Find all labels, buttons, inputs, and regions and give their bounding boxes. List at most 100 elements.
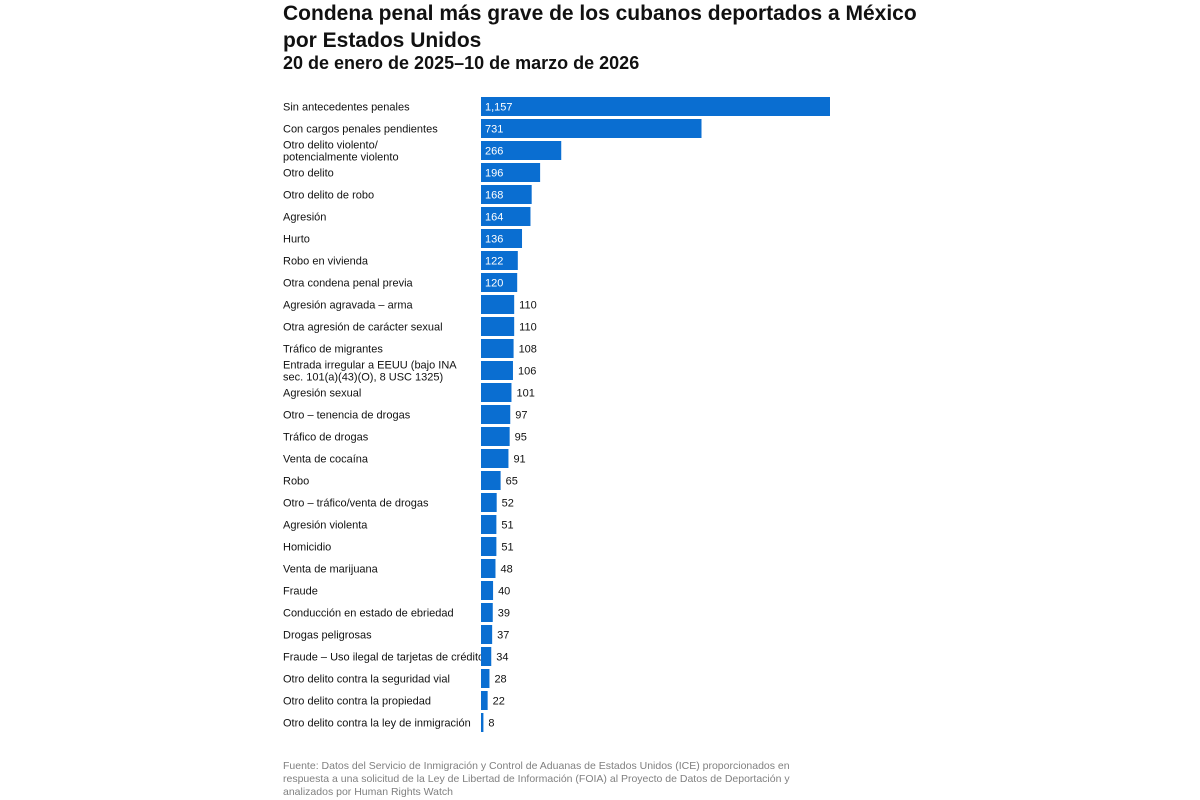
bar: [481, 295, 515, 314]
bar: [481, 185, 532, 204]
source-note: Fuente: Datos del Servicio de Inmigració…: [283, 760, 790, 798]
category-label: Otro – tenencia de drogas: [283, 410, 411, 422]
category-label: Agresión: [283, 212, 326, 224]
category-label: Agresión agravada – arma: [283, 300, 414, 312]
category-label: Agresión violenta: [283, 520, 368, 532]
bar: [481, 669, 490, 688]
bar: [481, 273, 518, 292]
bar: [481, 361, 513, 380]
category-label: Tráfico de migrantes: [283, 344, 383, 356]
value-label: 266: [485, 146, 503, 158]
chart-title: Condena penal más grave de los cubanos d…: [283, 2, 917, 52]
bar: [481, 339, 514, 358]
category-label: Drogas peligrosas: [283, 630, 372, 642]
category-label: Otro – tráfico/venta de drogas: [283, 498, 429, 510]
value-label: 28: [494, 674, 506, 686]
category-label: Fraude – Uso ilegal de tarjetas de crédi…: [283, 652, 484, 664]
category-label-line: Otro – tenencia de drogas: [283, 410, 411, 422]
category-label: Homicidio: [283, 542, 331, 554]
category-label-line: Homicidio: [283, 542, 331, 554]
bar: [481, 537, 497, 556]
value-label: 8: [488, 718, 494, 730]
bar: [481, 515, 497, 534]
category-label-line: Fraude: [283, 586, 318, 598]
bar: [481, 647, 492, 666]
bar: [481, 163, 541, 182]
category-label-line: Otra condena penal previa: [283, 278, 414, 290]
value-label: 164: [485, 212, 503, 224]
bar: [481, 383, 512, 402]
category-label-line: Hurto: [283, 234, 310, 246]
category-label: Conducción en estado de ebriedad: [283, 608, 454, 620]
category-label-line: Drogas peligrosas: [283, 630, 372, 642]
category-label-line: Agresión violenta: [283, 520, 368, 532]
category-label: Otro delito contra la ley de inmigración: [283, 718, 471, 730]
category-label: Tráfico de drogas: [283, 432, 369, 444]
category-label: Entrada irregular a EEUU (bajo INA sec. 1…: [283, 360, 457, 384]
category-label: Venta de cocaína: [283, 454, 369, 466]
chart-subtitle: 20 de enero de 2025–10 de marzo de 2026: [283, 53, 640, 73]
category-label-line: Con cargos penales pendientes: [283, 124, 438, 136]
bar: [481, 251, 518, 270]
category-label: Con cargos penales pendientes: [283, 124, 438, 136]
value-label: 91: [513, 454, 525, 466]
category-label-line: Venta de marijuana: [283, 564, 379, 576]
bar: [481, 229, 523, 248]
category-label: Otro delito violento/potencialmente viol…: [283, 140, 399, 164]
category-label: Agresión sexual: [283, 388, 361, 400]
bar: [481, 427, 510, 446]
category-label-line: Conducción en estado de ebriedad: [283, 608, 454, 620]
value-label: 51: [501, 542, 513, 554]
value-label: 39: [498, 608, 510, 620]
bar: [481, 405, 511, 424]
category-label-line: Tráfico de drogas: [283, 432, 369, 444]
value-label: 120: [485, 278, 503, 290]
value-label: 731: [485, 124, 503, 136]
category-label: Robo: [283, 476, 309, 488]
value-label: 136: [485, 234, 503, 246]
value-label: 51: [501, 520, 513, 532]
category-label: Otra condena penal previa: [283, 278, 414, 290]
value-label: 106: [518, 366, 536, 378]
bar: [481, 603, 493, 622]
category-label-line: Robo en vivienda: [283, 256, 369, 268]
category-label-line: Tráfico de migrantes: [283, 344, 383, 356]
bar: [481, 207, 531, 226]
category-label-line: Agresión sexual: [283, 388, 361, 400]
category-label-line: Otro delito: [283, 168, 334, 180]
category-label-line: Otro delito contra la ley de inmigración: [283, 718, 471, 730]
value-label: 108: [519, 344, 537, 356]
value-label: 101: [516, 388, 534, 400]
category-label-line: Entrada irregular a EEUU (bajo INA: [283, 360, 457, 372]
category-label-line: Fraude – Uso ilegal de tarjetas de crédi…: [283, 652, 484, 664]
bar: [481, 581, 494, 600]
bar: [481, 691, 488, 710]
category-label-line: Otra agresión de carácter sexual: [283, 322, 443, 334]
category-label: Robo en vivienda: [283, 256, 369, 268]
value-label: 34: [496, 652, 508, 664]
category-label: Otra agresión de carácter sexual: [283, 322, 443, 334]
bar: [481, 471, 501, 490]
value-label: 168: [485, 190, 503, 202]
value-label: 196: [485, 168, 503, 180]
category-label-line: Agresión: [283, 212, 326, 224]
value-label: 110: [519, 322, 537, 334]
category-label: Fraude: [283, 586, 318, 598]
category-label-line: sec. 101(a)(43)(O), 8 USC 1325): [283, 372, 443, 384]
category-label-line: Robo: [283, 476, 309, 488]
bar: [481, 493, 497, 512]
bar: [481, 97, 830, 116]
value-label: 1,157: [485, 102, 513, 114]
bar: [481, 449, 509, 468]
category-label: Otro delito contra la propiedad: [283, 696, 431, 708]
category-label-line: Otro delito contra la propiedad: [283, 696, 431, 708]
category-label-line: Otro delito contra la seguridad vial: [283, 674, 450, 686]
category-label-line: Otro delito violento/: [283, 140, 379, 152]
category-label: Venta de marijuana: [283, 564, 379, 576]
bar: [481, 559, 496, 578]
category-label: Otro delito contra la seguridad vial: [283, 674, 450, 686]
bar: [481, 625, 493, 644]
value-label: 22: [493, 696, 505, 708]
category-label-line: Otro delito de robo: [283, 190, 374, 202]
